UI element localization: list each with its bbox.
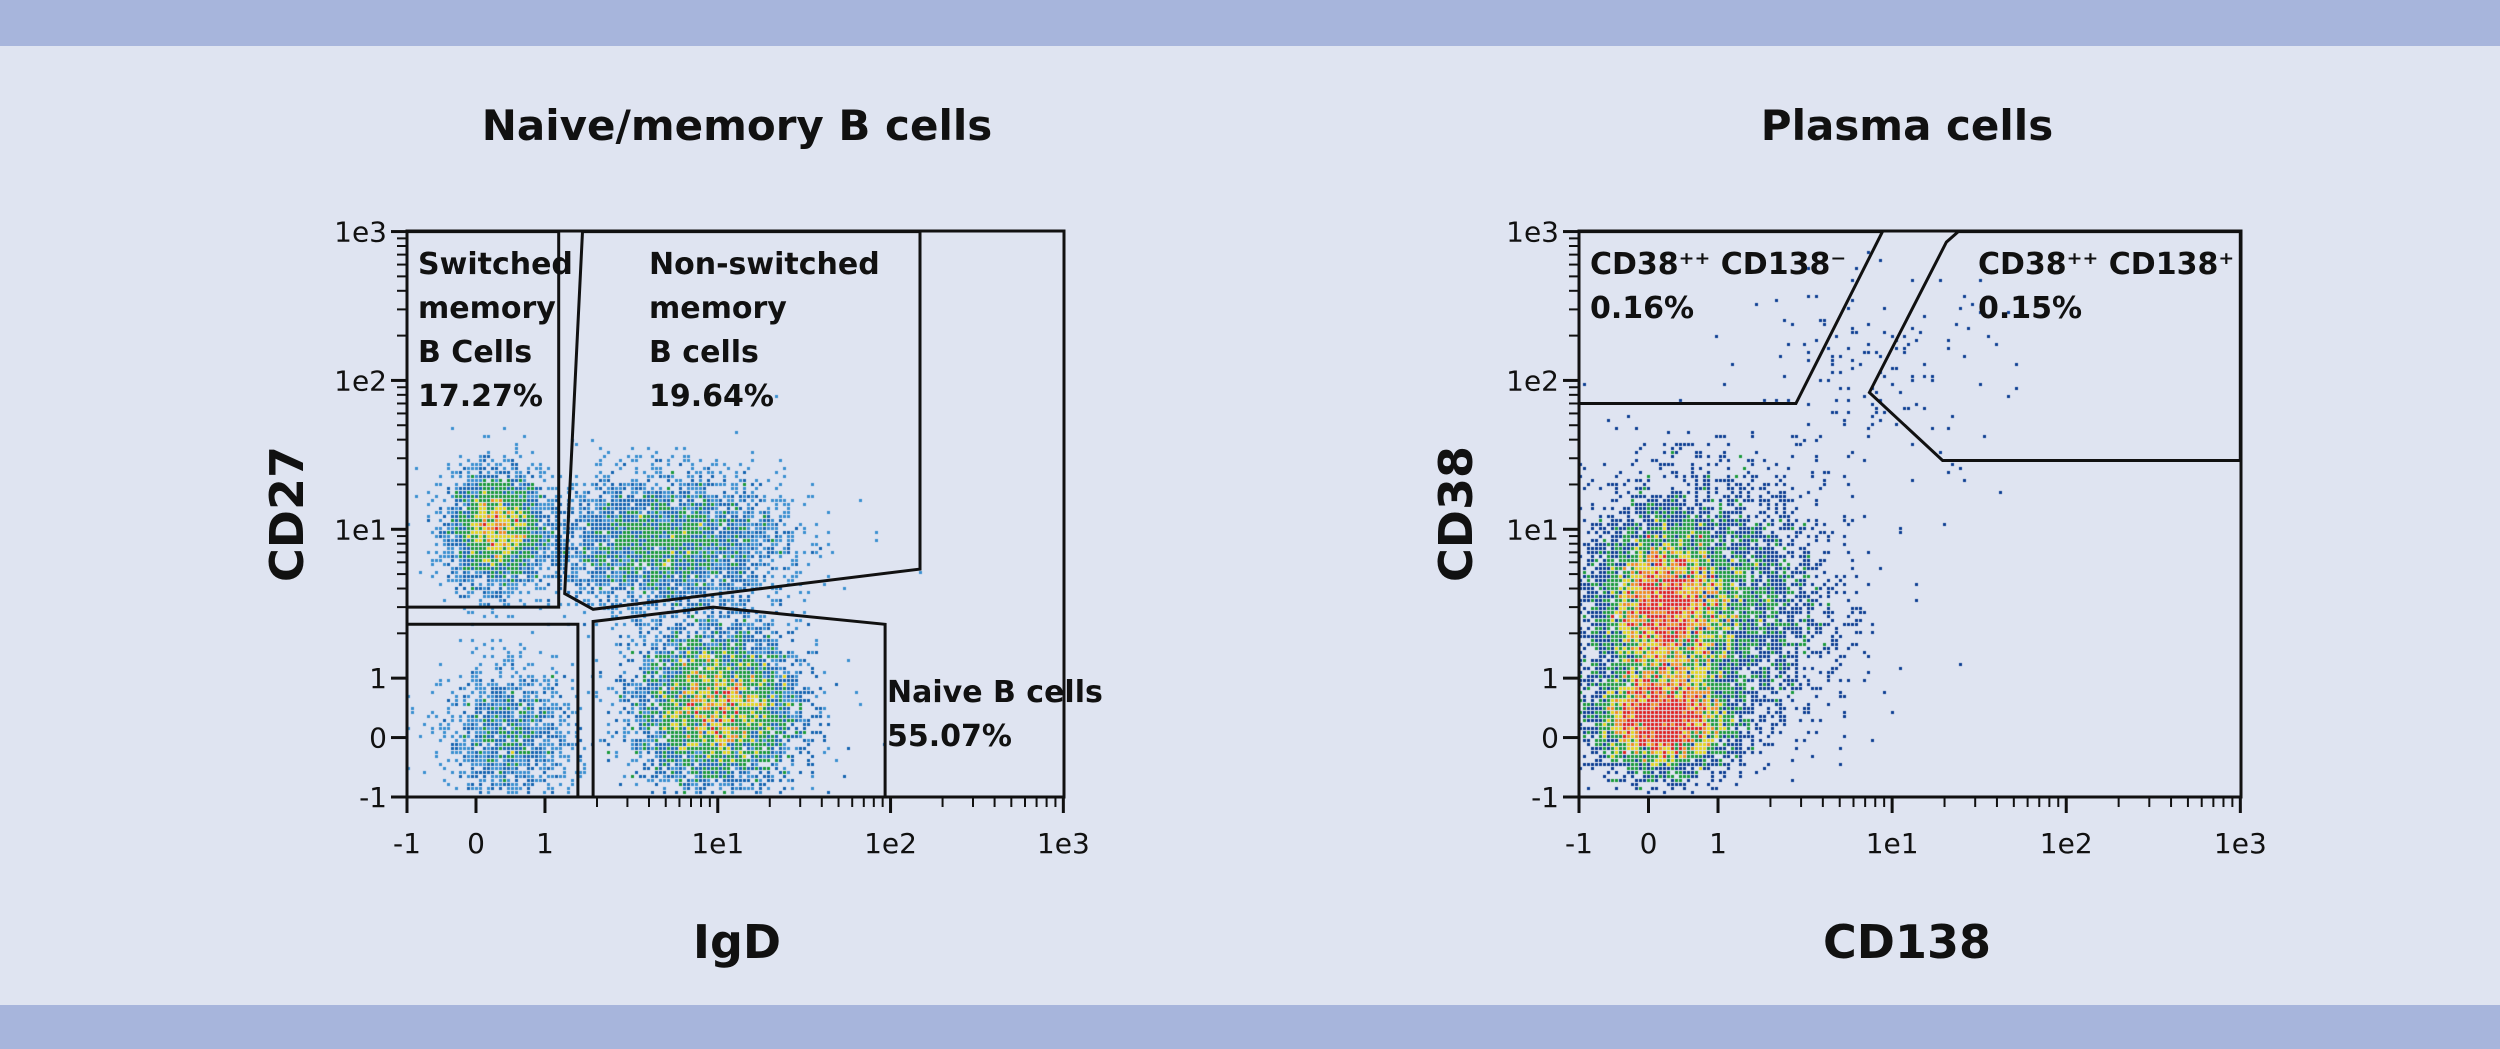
gate-naive (591, 605, 887, 799)
x-tick-label: 0 (1640, 827, 1658, 860)
chart-title-right: Plasma cells (1761, 101, 2053, 150)
y-tick-label: 1e3 (1506, 216, 1559, 249)
y-tick-label: -1 (1531, 781, 1559, 814)
y-tick-label: 1 (1541, 662, 1559, 695)
gate-label-non-switched-memory: memory (649, 291, 787, 326)
gate-label-naive: 55.07% (887, 719, 1012, 754)
y-tick-label: 1e2 (1506, 364, 1559, 397)
x-tick-label: 1e2 (2040, 827, 2093, 860)
y-axis-label-right: CD38 (1429, 446, 1483, 582)
density-plot-naive-memory (407, 231, 1064, 797)
y-tick-label: 1e1 (1506, 513, 1559, 546)
x-axis-label-left: IgD (693, 915, 781, 969)
y-tick-label: 1 (369, 662, 387, 695)
gate-switched-memory (405, 230, 561, 609)
gate-cd38hi-cd138neg (1577, 230, 1885, 405)
gate-label-non-switched-memory: B cells (649, 335, 759, 370)
x-tick-label: 1e1 (691, 827, 744, 860)
y-axis-label-left: CD27 (260, 446, 314, 582)
x-tick-label: 1 (536, 827, 554, 860)
gate-label-cd38hi-cd138pos: 0.15% (1978, 291, 2082, 326)
gate-label-cd38hi-cd138pos: CD38⁺⁺ CD138⁺ (1978, 247, 2234, 282)
chart-title-left: Naive/memory B cells (482, 101, 992, 150)
gate-label-switched-memory: B Cells (418, 335, 532, 370)
x-tick-label: 1e2 (864, 827, 917, 860)
gate-label-naive: Naive B cells (887, 675, 1103, 710)
x-tick-label: -1 (393, 827, 421, 860)
bottom-band (0, 1005, 2500, 1049)
y-tick-label: 1e2 (334, 364, 387, 397)
plot-frame (1577, 229, 2243, 799)
gate-label-switched-memory: 17.27% (418, 379, 543, 414)
top-band (0, 0, 2500, 46)
gate-label-cd38hi-cd138neg: 0.16% (1590, 291, 1694, 326)
gate-label-non-switched-memory: Non-switched (649, 247, 880, 282)
density-plot-plasma (1579, 231, 2241, 797)
x-axis-label-right: CD138 (1823, 915, 1991, 969)
x-tick-label: 1e3 (1037, 827, 1090, 860)
gate-label-switched-memory: memory (418, 291, 556, 326)
x-tick-label: 0 (467, 827, 485, 860)
y-tick-label: -1 (359, 781, 387, 814)
x-tick-label: -1 (1565, 827, 1593, 860)
x-tick-label: 1 (1709, 827, 1727, 860)
gate-label-cd38hi-cd138neg: CD38⁺⁺ CD138⁻ (1590, 247, 1846, 282)
x-tick-label: 1e1 (1866, 827, 1919, 860)
gate-label-switched-memory: Switched (418, 247, 573, 282)
gate-cd38hi-cd138pos (1867, 230, 2242, 462)
y-tick-label: 1e1 (334, 513, 387, 546)
gate-non-switched-memory (563, 230, 922, 611)
y-tick-label: 1e3 (334, 216, 387, 249)
y-tick-label: 0 (1541, 722, 1559, 755)
x-tick-label: 1e3 (2214, 827, 2267, 860)
gate-double-negative (405, 622, 580, 799)
y-tick-label: 0 (369, 722, 387, 755)
gate-label-non-switched-memory: 19.64% (649, 379, 774, 414)
